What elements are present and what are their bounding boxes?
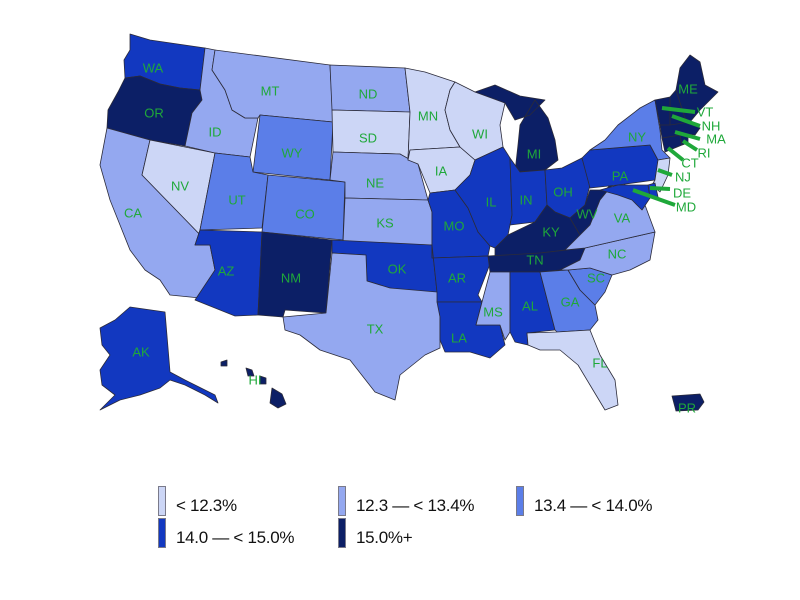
label-nj: NJ <box>675 169 691 184</box>
state-nj <box>651 157 671 193</box>
legend-label: 12.3 — < 13.4% <box>356 496 475 515</box>
label-va: VA <box>614 210 631 225</box>
label-az: AZ <box>218 263 235 278</box>
legend-label: 14.0 — < 15.0% <box>176 528 295 547</box>
label-tn: TN <box>526 252 543 267</box>
label-ri: RI <box>698 145 711 160</box>
legend-label: < 12.3% <box>176 496 237 515</box>
label-co: CO <box>295 206 315 221</box>
label-or: OR <box>144 105 164 120</box>
state-il <box>454 146 513 249</box>
label-in: IN <box>520 192 533 207</box>
label-mo: MO <box>444 218 465 233</box>
label-ms: MS <box>483 304 503 319</box>
leader-lines <box>632 106 701 207</box>
label-oh: OH <box>553 184 573 199</box>
label-sc: SC <box>587 270 605 285</box>
label-nm: NM <box>281 270 301 285</box>
label-id: ID <box>209 124 222 139</box>
legend-swatch <box>338 518 346 548</box>
legend-swatch <box>158 518 166 548</box>
state-ms <box>475 271 511 341</box>
legend-swatch <box>516 486 524 516</box>
label-il: IL <box>486 194 497 209</box>
state-mi <box>474 84 559 173</box>
label-ut: UT <box>228 192 245 207</box>
label-ga: GA <box>561 294 580 309</box>
label-pr: PR <box>678 400 696 415</box>
label-me: ME <box>678 81 698 96</box>
legend-swatch <box>338 486 346 516</box>
label-ky: KY <box>542 224 560 239</box>
label-ks: KS <box>376 215 394 230</box>
label-pa: PA <box>612 168 629 183</box>
label-vt: VT <box>697 104 714 119</box>
legend-item-below-12-3: < 12.3% <box>158 486 237 516</box>
us-choropleth-map: WA OR CA NV ID MT WY UT CO AZ NM ND SD N… <box>99 33 726 415</box>
state-nc <box>559 231 656 276</box>
label-nv: NV <box>171 178 189 193</box>
label-de: DE <box>673 185 691 200</box>
state-labels: WA OR CA NV ID MT WY UT CO AZ NM ND SD N… <box>124 60 726 415</box>
label-ar: AR <box>448 270 466 285</box>
label-wi: WI <box>472 126 488 141</box>
label-md: MD <box>676 199 696 214</box>
state-tx <box>282 252 441 401</box>
legend-item-14-0-to-15-0: 14.0 — < 15.0% <box>158 518 294 548</box>
label-wa: WA <box>143 60 164 75</box>
label-la: LA <box>451 330 467 345</box>
legend-item-12-3-to-13-4: 12.3 — < 13.4% <box>338 486 474 516</box>
label-wv: WV <box>577 206 598 221</box>
legend-item-13-4-to-14-0: 13.4 — < 14.0% <box>516 486 652 516</box>
label-ia: IA <box>435 163 448 178</box>
label-mn: MN <box>418 108 438 123</box>
label-ma: MA <box>706 131 726 146</box>
state-ny <box>589 99 671 161</box>
map-legend: < 12.3% 12.3 — < 13.4% 13.4 — < 14.0% 14… <box>158 486 678 556</box>
label-tx: TX <box>367 321 384 336</box>
legend-item-15-plus: 15.0%+ <box>338 518 413 548</box>
label-mi: MI <box>527 146 541 161</box>
label-hi: HI <box>249 372 262 387</box>
label-ne: NE <box>366 175 384 190</box>
label-ak: AK <box>132 344 150 359</box>
label-nd: ND <box>359 86 378 101</box>
state-pr <box>671 393 705 412</box>
label-sd: SD <box>359 130 377 145</box>
label-al: AL <box>522 298 538 313</box>
state-fl <box>526 329 619 411</box>
state-ak <box>99 306 219 411</box>
state-hi <box>220 359 287 409</box>
legend-label: 15.0%+ <box>356 528 413 547</box>
legend-swatch <box>158 486 166 516</box>
label-nh: NH <box>702 118 721 133</box>
label-ok: OK <box>388 261 407 276</box>
legend-label: 13.4 — < 14.0% <box>534 496 653 515</box>
label-ct: CT <box>681 155 698 170</box>
label-ny: NY <box>628 129 646 144</box>
label-fl: FL <box>592 355 607 370</box>
label-wy: WY <box>282 145 303 160</box>
label-ca: CA <box>124 205 142 220</box>
label-mt: MT <box>261 83 280 98</box>
label-nc: NC <box>608 246 627 261</box>
